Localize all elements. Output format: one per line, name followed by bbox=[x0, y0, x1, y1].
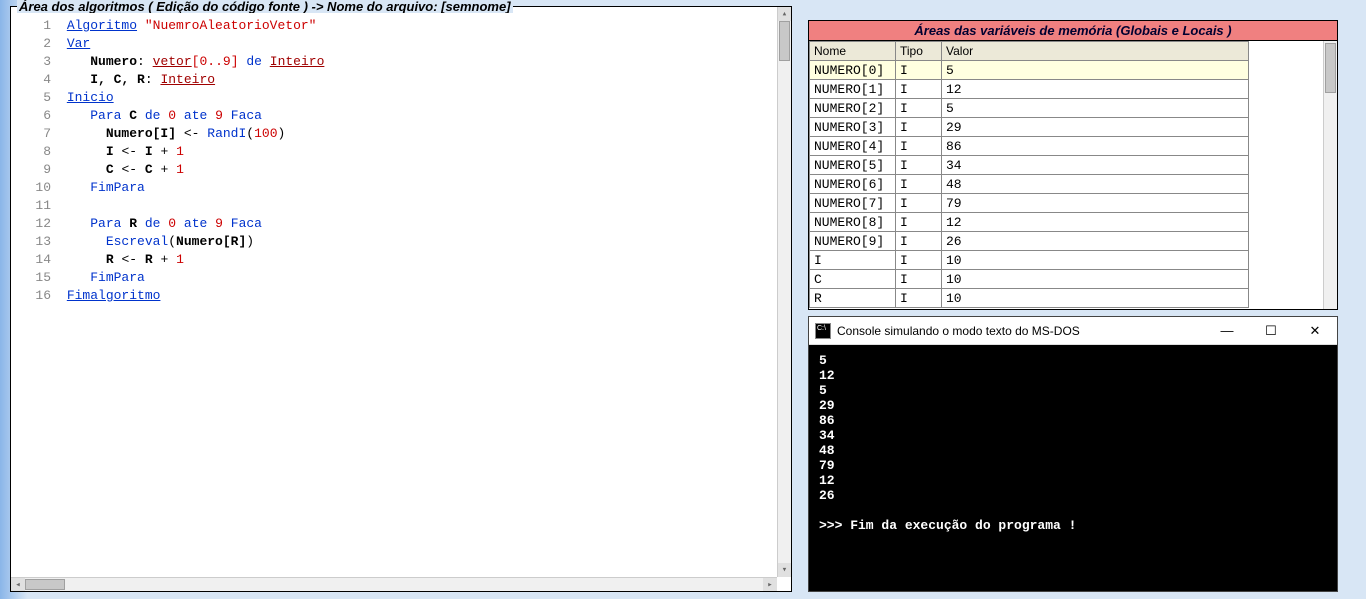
cell-valor: 10 bbox=[942, 289, 1249, 308]
cell-nome: NUMERO[6] bbox=[810, 175, 896, 194]
cell-tipo: I bbox=[896, 118, 942, 137]
cell-tipo: I bbox=[896, 80, 942, 99]
cell-valor: 12 bbox=[942, 80, 1249, 99]
table-row[interactable]: NUMERO[5]I34 bbox=[810, 156, 1249, 175]
cell-nome: C bbox=[810, 270, 896, 289]
cell-valor: 79 bbox=[942, 194, 1249, 213]
table-row[interactable]: NUMERO[4]I86 bbox=[810, 137, 1249, 156]
table-row[interactable]: NUMERO[2]I5 bbox=[810, 99, 1249, 118]
scroll-left-icon[interactable]: ◂ bbox=[11, 578, 25, 591]
variables-panel-title: Áreas das variáveis de memória (Globais … bbox=[809, 21, 1337, 41]
code-panel-title: Área dos algoritmos ( Edição do código f… bbox=[17, 0, 513, 14]
cell-nome: NUMERO[8] bbox=[810, 213, 896, 232]
cell-valor: 5 bbox=[942, 61, 1249, 80]
cell-nome: NUMERO[9] bbox=[810, 232, 896, 251]
cell-nome: I bbox=[810, 251, 896, 270]
cell-valor: 29 bbox=[942, 118, 1249, 137]
cell-nome: NUMERO[0] bbox=[810, 61, 896, 80]
code-vscroll[interactable]: ▴ ▾ bbox=[777, 7, 791, 577]
cell-nome: NUMERO[2] bbox=[810, 99, 896, 118]
code-editor-panel: Área dos algoritmos ( Edição do código f… bbox=[10, 6, 792, 592]
table-row[interactable]: NUMERO[8]I12 bbox=[810, 213, 1249, 232]
console-output[interactable]: 5 12 5 29 86 34 48 79 12 26 >>> Fim da e… bbox=[809, 345, 1337, 591]
maximize-button[interactable]: ☐ bbox=[1249, 317, 1293, 345]
table-row[interactable]: NUMERO[3]I29 bbox=[810, 118, 1249, 137]
cell-tipo: I bbox=[896, 61, 942, 80]
cell-nome: R bbox=[810, 289, 896, 308]
cell-valor: 10 bbox=[942, 270, 1249, 289]
cell-tipo: I bbox=[896, 270, 942, 289]
table-row[interactable]: NUMERO[9]I26 bbox=[810, 232, 1249, 251]
scroll-thumb[interactable] bbox=[1325, 43, 1336, 93]
variables-body[interactable]: Nome Tipo Valor NUMERO[0]I5NUMERO[1]I12N… bbox=[809, 41, 1323, 309]
cell-tipo: I bbox=[896, 194, 942, 213]
console-icon bbox=[815, 323, 831, 339]
console-titlebar[interactable]: Console simulando o modo texto do MS-DOS… bbox=[809, 317, 1337, 345]
cell-tipo: I bbox=[896, 175, 942, 194]
cell-tipo: I bbox=[896, 137, 942, 156]
cell-nome: NUMERO[1] bbox=[810, 80, 896, 99]
console-title: Console simulando o modo texto do MS-DOS bbox=[837, 324, 1205, 338]
table-row[interactable]: NUMERO[0]I5 bbox=[810, 61, 1249, 80]
table-row[interactable]: CI10 bbox=[810, 270, 1249, 289]
scroll-thumb[interactable] bbox=[25, 579, 65, 590]
cell-nome: NUMERO[3] bbox=[810, 118, 896, 137]
console-window: Console simulando o modo texto do MS-DOS… bbox=[808, 316, 1338, 592]
variables-table: Nome Tipo Valor NUMERO[0]I5NUMERO[1]I12N… bbox=[809, 41, 1249, 308]
scroll-down-icon[interactable]: ▾ bbox=[778, 563, 791, 577]
cell-nome: NUMERO[4] bbox=[810, 137, 896, 156]
scroll-thumb[interactable] bbox=[779, 21, 790, 61]
table-row[interactable]: II10 bbox=[810, 251, 1249, 270]
table-row[interactable]: RI10 bbox=[810, 289, 1249, 308]
col-tipo[interactable]: Tipo bbox=[896, 42, 942, 61]
table-row[interactable]: NUMERO[6]I48 bbox=[810, 175, 1249, 194]
variables-vscroll[interactable] bbox=[1323, 41, 1337, 309]
col-valor[interactable]: Valor bbox=[942, 42, 1249, 61]
cell-nome: NUMERO[7] bbox=[810, 194, 896, 213]
cell-valor: 86 bbox=[942, 137, 1249, 156]
cell-nome: NUMERO[5] bbox=[810, 156, 896, 175]
table-row[interactable]: NUMERO[7]I79 bbox=[810, 194, 1249, 213]
cell-tipo: I bbox=[896, 289, 942, 308]
cell-valor: 34 bbox=[942, 156, 1249, 175]
cell-tipo: I bbox=[896, 99, 942, 118]
cell-valor: 48 bbox=[942, 175, 1249, 194]
cell-valor: 26 bbox=[942, 232, 1249, 251]
minimize-button[interactable]: — bbox=[1205, 317, 1249, 345]
cell-tipo: I bbox=[896, 251, 942, 270]
cell-tipo: I bbox=[896, 232, 942, 251]
code-body[interactable]: 1 Algoritmo "NuemroAleatorioVetor" 2 Var… bbox=[11, 13, 777, 577]
close-button[interactable]: ✕ bbox=[1293, 317, 1337, 345]
cell-valor: 12 bbox=[942, 213, 1249, 232]
cell-tipo: I bbox=[896, 213, 942, 232]
scroll-right-icon[interactable]: ▸ bbox=[763, 578, 777, 591]
col-nome[interactable]: Nome bbox=[810, 42, 896, 61]
scroll-up-icon[interactable]: ▴ bbox=[778, 7, 791, 21]
cell-valor: 10 bbox=[942, 251, 1249, 270]
cell-valor: 5 bbox=[942, 99, 1249, 118]
code-hscroll[interactable]: ◂ ▸ bbox=[11, 577, 777, 591]
variables-panel: Áreas das variáveis de memória (Globais … bbox=[808, 20, 1338, 310]
table-row[interactable]: NUMERO[1]I12 bbox=[810, 80, 1249, 99]
cell-tipo: I bbox=[896, 156, 942, 175]
